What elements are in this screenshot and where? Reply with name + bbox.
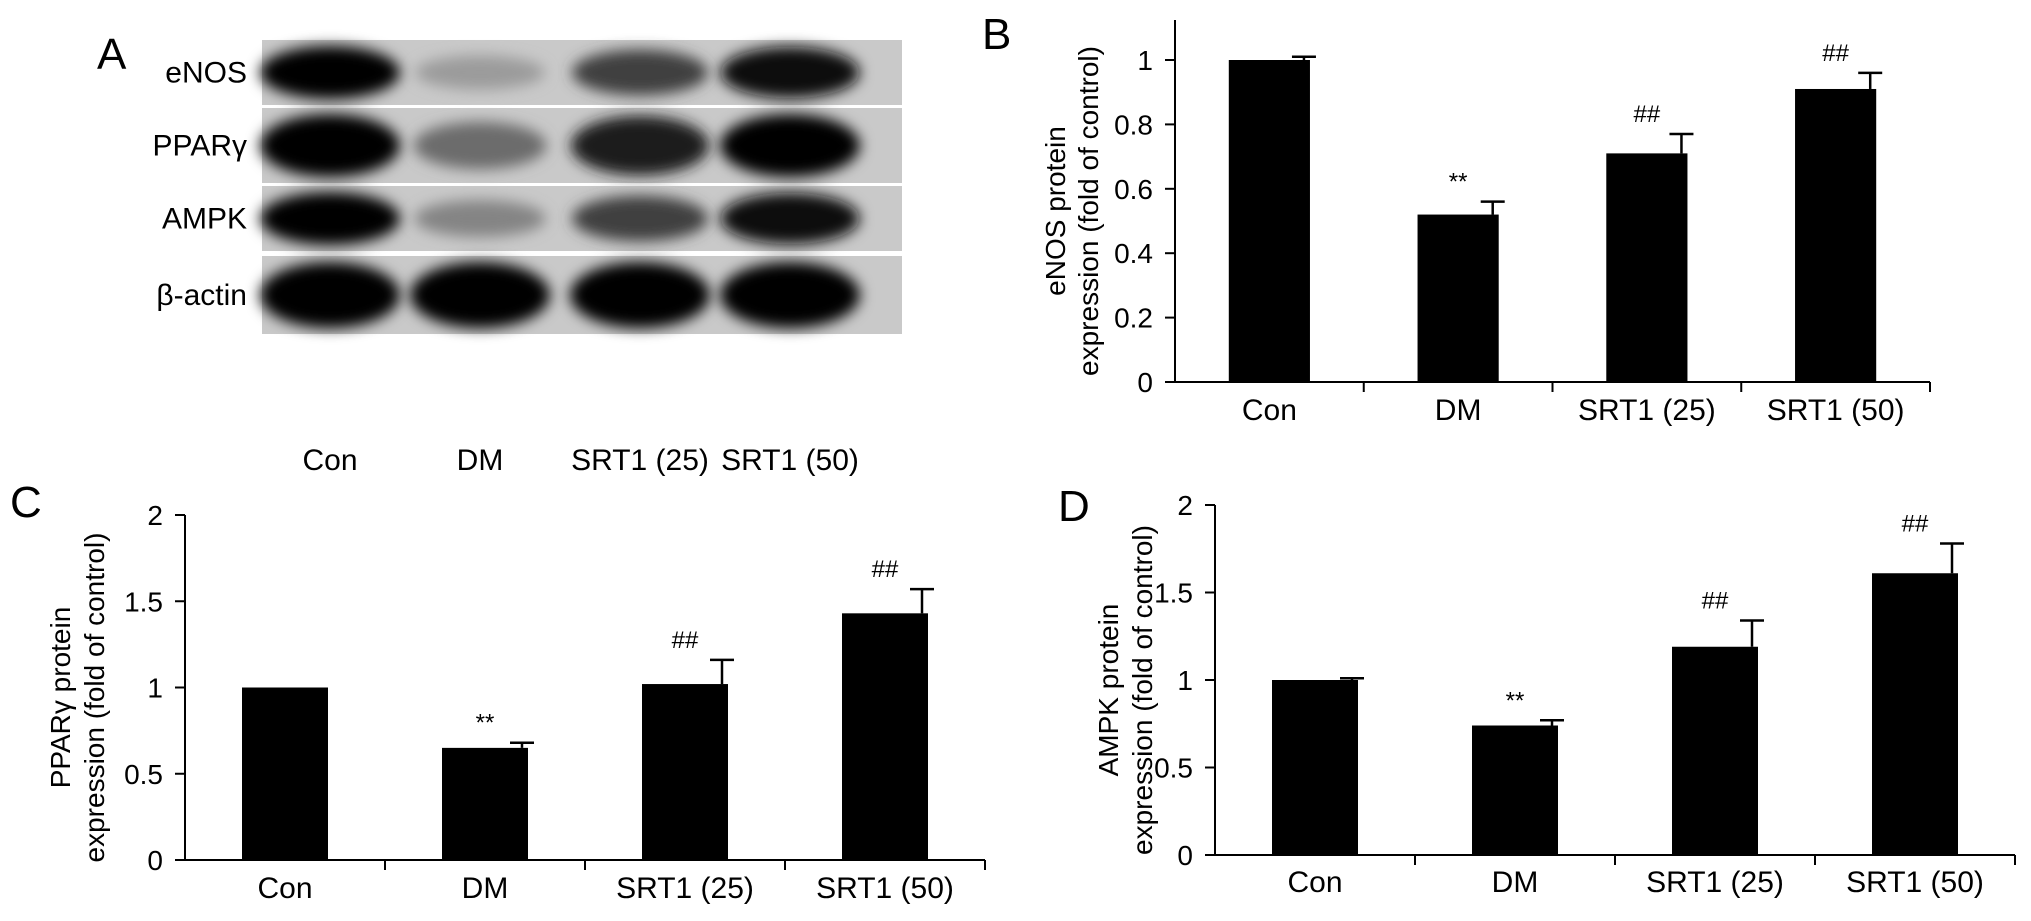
PPARg-bar-chart: 0 0.5 1 1.5 2 Con ** DM ## SRT1 (25) ## SRT1 (50) PP… xyxy=(45,500,986,905)
blot-band xyxy=(572,195,708,242)
blot-lane-label: DM xyxy=(457,444,504,477)
bar xyxy=(242,687,328,860)
x-tick-label: Con xyxy=(257,872,312,905)
significance-marker: ## xyxy=(1822,40,1849,67)
x-tick-label: SRT1 (50) xyxy=(816,872,954,905)
bar xyxy=(442,747,528,860)
y-tick-label: 1.5 xyxy=(124,586,163,617)
western-blot: eNOS PPARγ AMPK β-actin Con DM SRT1 (25) SRT1 … xyxy=(153,40,902,477)
y-tick-label: 0.4 xyxy=(1114,238,1153,269)
x-tick-label: SRT1 (50) xyxy=(1767,394,1905,427)
y-tick-label: 2 xyxy=(147,500,163,531)
panel-label-a: A xyxy=(97,30,127,79)
blot-band xyxy=(260,114,400,177)
y-tick-label: 0 xyxy=(1177,840,1193,871)
x-tick-label: Con xyxy=(1287,866,1342,899)
blot-band xyxy=(260,46,400,99)
bar xyxy=(1606,153,1688,382)
blot-row-label: β-actin xyxy=(156,279,247,312)
x-tick-label: DM xyxy=(1492,866,1539,899)
blot-row: PPARγ xyxy=(153,108,902,183)
significance-marker: ## xyxy=(672,627,699,654)
eNOS-bar-chart: 0 0.2 0.4 0.6 0.8 1 Con ** DM ## SRT1 (25) ## SRT1 (… xyxy=(1040,20,1931,427)
significance-marker: ## xyxy=(1902,511,1929,538)
blot-band xyxy=(570,115,710,176)
blot-lane-label: Con xyxy=(302,444,357,477)
bar xyxy=(642,684,728,860)
significance-marker: ** xyxy=(1449,169,1468,196)
blot-row-label: AMPK xyxy=(162,203,247,236)
x-tick-label: DM xyxy=(1435,394,1482,427)
blot-row: eNOS xyxy=(165,40,902,105)
y-tick-label: 1 xyxy=(1177,665,1193,696)
y-axis-label: expression (fold of control) xyxy=(1127,525,1158,855)
significance-marker: ** xyxy=(1506,687,1525,714)
blot-row-label: PPARγ xyxy=(153,130,247,163)
x-tick-label: SRT1 (25) xyxy=(1578,394,1716,427)
y-tick-label: 2 xyxy=(1177,490,1193,521)
blot-band xyxy=(720,192,860,245)
y-tick-label: 0 xyxy=(147,845,163,876)
y-axis-label: expression (fold of control) xyxy=(1073,46,1104,376)
blot-band xyxy=(572,49,708,96)
blot-band xyxy=(413,121,547,170)
bar xyxy=(1872,573,1958,855)
y-tick-label: 1 xyxy=(147,673,163,704)
blot-band xyxy=(260,192,400,245)
blot-band xyxy=(570,262,710,328)
y-axis-label: PPARγ protein xyxy=(45,607,76,789)
panel-label-b: B xyxy=(982,10,1012,59)
y-tick-label: 0.6 xyxy=(1114,174,1153,205)
y-axis-label: expression (fold of control) xyxy=(79,533,110,863)
y-tick-label: 1 xyxy=(1137,45,1153,76)
y-tick-label: 0.8 xyxy=(1114,109,1153,140)
y-axis-label: eNOS protein xyxy=(1040,126,1071,296)
y-tick-label: 0.5 xyxy=(124,759,163,790)
blot-band xyxy=(410,262,550,328)
bar xyxy=(1672,646,1758,855)
significance-marker: ## xyxy=(872,556,899,583)
blot-lane-label: SRT1 (50) xyxy=(721,444,859,477)
y-tick-label: 0.2 xyxy=(1114,303,1153,334)
panel-label-c: C xyxy=(10,478,42,527)
bar xyxy=(1795,88,1877,382)
bar xyxy=(1472,725,1558,855)
blot-band xyxy=(415,55,545,90)
AMPK-bar-chart: 0 0.5 1 1.5 2 Con ** DM ## SRT1 (25) ## SRT1 (50) AM… xyxy=(1093,490,2016,899)
blot-row: β-actin xyxy=(156,256,902,334)
bar xyxy=(842,613,928,860)
blot-band xyxy=(260,262,400,328)
y-tick-label: 0 xyxy=(1137,367,1153,398)
y-tick-label: 1.5 xyxy=(1154,578,1193,609)
panel-label-d: D xyxy=(1058,482,1090,531)
bar xyxy=(1417,214,1499,382)
x-tick-label: Con xyxy=(1242,394,1297,427)
blot-band xyxy=(414,200,546,237)
significance-marker: ## xyxy=(1634,101,1661,128)
blot-band xyxy=(720,262,860,328)
blot-lane-label: SRT1 (25) xyxy=(571,444,709,477)
y-tick-label: 0.5 xyxy=(1154,753,1193,784)
blot-band xyxy=(720,46,860,99)
x-tick-label: DM xyxy=(462,872,509,905)
bar xyxy=(1228,60,1310,382)
blot-band xyxy=(720,114,860,177)
x-tick-label: SRT1 (50) xyxy=(1846,866,1984,899)
y-axis-label: AMPK protein xyxy=(1093,604,1124,777)
bar xyxy=(1272,680,1358,855)
significance-marker: ## xyxy=(1702,588,1729,615)
significance-marker: ** xyxy=(476,710,495,737)
blot-row: AMPK xyxy=(162,186,902,251)
x-tick-label: SRT1 (25) xyxy=(616,872,754,905)
x-tick-label: SRT1 (25) xyxy=(1646,866,1784,899)
blot-row-label: eNOS xyxy=(165,57,247,90)
